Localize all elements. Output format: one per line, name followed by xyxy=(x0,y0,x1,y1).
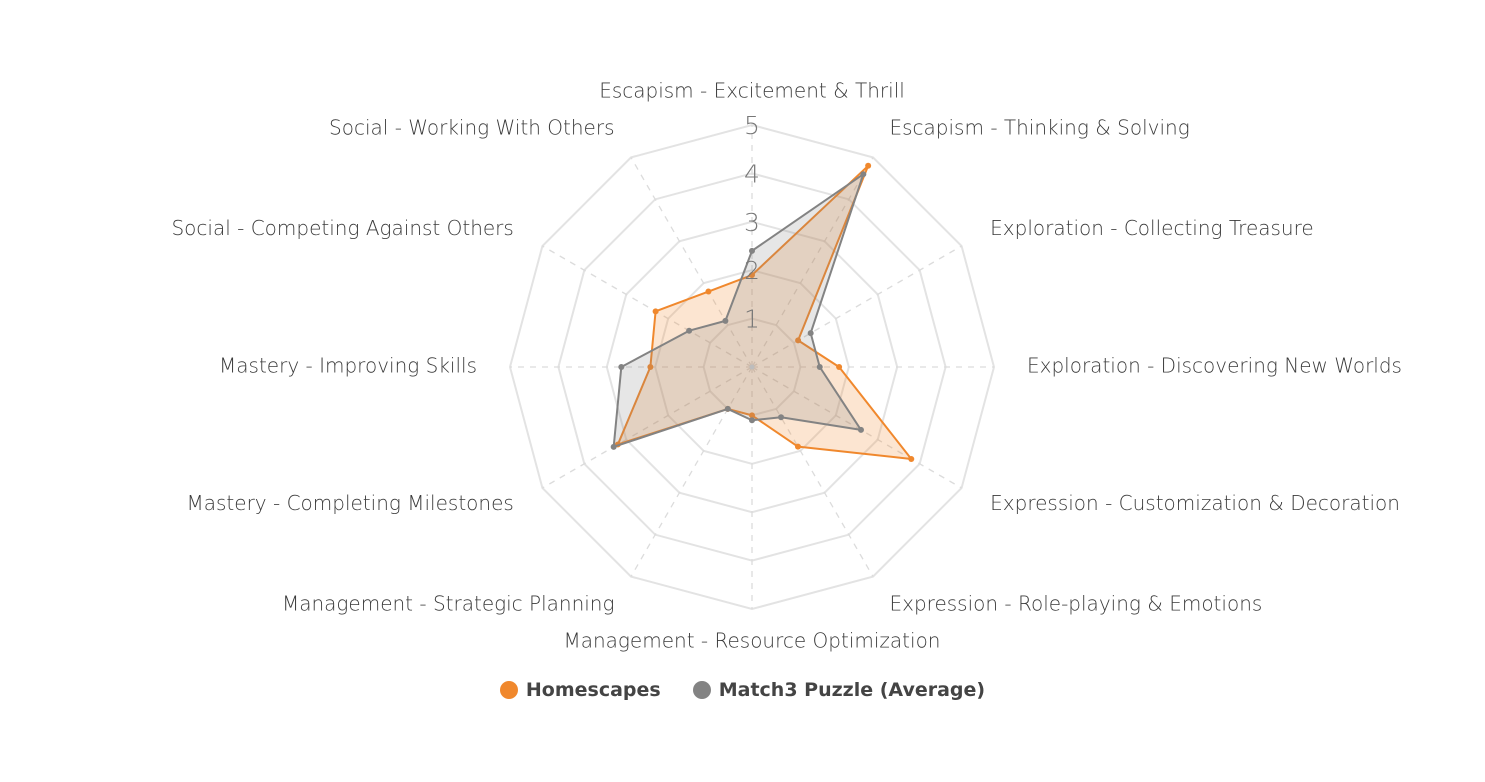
center-dot xyxy=(749,364,755,370)
data-point xyxy=(778,414,785,421)
axis-label: Escapism - Thinking & Solving xyxy=(890,115,1190,139)
data-point xyxy=(836,364,843,370)
grid-spoke xyxy=(542,366,753,489)
axis-label: Expression - Role-playing & Emotions xyxy=(890,592,1263,616)
data-point xyxy=(724,405,731,412)
tick-label: 5 xyxy=(744,111,760,140)
axis-label: Social - Working With Others xyxy=(329,115,614,139)
data-point xyxy=(908,455,915,462)
axis-label: Mastery - Improving Skills xyxy=(219,354,477,378)
data-point xyxy=(860,171,867,178)
data-point xyxy=(795,337,802,344)
series-group xyxy=(610,162,915,462)
data-point xyxy=(749,417,755,424)
data-point xyxy=(722,317,729,324)
grid-spoke xyxy=(751,366,874,577)
data-point xyxy=(618,364,625,370)
axis-label: Management - Resource Optimization xyxy=(563,629,940,653)
axis-label: Expression - Customization & Decoration xyxy=(990,491,1400,515)
tick-labels: 1 2 3 4 5 xyxy=(744,111,760,334)
data-point xyxy=(865,162,872,169)
grid-spoke xyxy=(542,245,753,368)
data-point xyxy=(610,443,617,450)
axis-label: Escapism - Excitement & Thrill xyxy=(599,79,905,103)
legend: Homescapes Match3 Puzzle (Average) xyxy=(0,679,1485,701)
axis-label: Social - Competing Against Others xyxy=(171,216,513,240)
legend-marker-match3-average xyxy=(692,681,711,699)
legend-label-homescapes: Homescapes xyxy=(525,679,661,701)
axis-label: Exploration - Collecting Treasure xyxy=(990,216,1314,240)
tick-label: 2 xyxy=(744,256,760,285)
axis-label: Mastery - Completing Milestones xyxy=(187,491,514,515)
data-point xyxy=(686,327,693,334)
data-point xyxy=(816,364,823,370)
tick-label: 1 xyxy=(744,305,760,334)
data-point xyxy=(857,426,864,433)
tick-label: 3 xyxy=(744,208,760,237)
grid-spoke xyxy=(751,245,962,368)
data-point xyxy=(749,247,755,254)
grid-spoke xyxy=(751,366,962,489)
axis-labels: Escapism - Excitement & Thrill Escapism -… xyxy=(171,79,1401,653)
grid-spoke xyxy=(630,157,753,368)
grid xyxy=(508,123,996,611)
legend-item-homescapes[interactable]: Homescapes xyxy=(499,679,661,701)
grid-spoke xyxy=(751,157,874,368)
tick-label: 4 xyxy=(744,159,760,188)
data-point xyxy=(705,288,712,295)
series-0 xyxy=(614,162,915,462)
data-point xyxy=(652,308,659,315)
data-point xyxy=(749,272,755,279)
series-area xyxy=(612,173,865,448)
axis-label: Management - Strategic Planning xyxy=(282,592,615,616)
legend-marker-homescapes xyxy=(499,681,518,699)
series-1 xyxy=(610,171,867,450)
legend-label-match3-average: Match3 Puzzle (Average) xyxy=(718,679,986,701)
grid-spoke xyxy=(630,366,753,577)
axis-label: Exploration - Discovering New Worlds xyxy=(1027,354,1402,378)
data-point xyxy=(794,443,801,450)
data-point xyxy=(647,364,654,370)
data-point xyxy=(749,412,755,419)
data-point xyxy=(807,330,814,337)
legend-item-match3-average[interactable]: Match3 Puzzle (Average) xyxy=(692,679,986,701)
